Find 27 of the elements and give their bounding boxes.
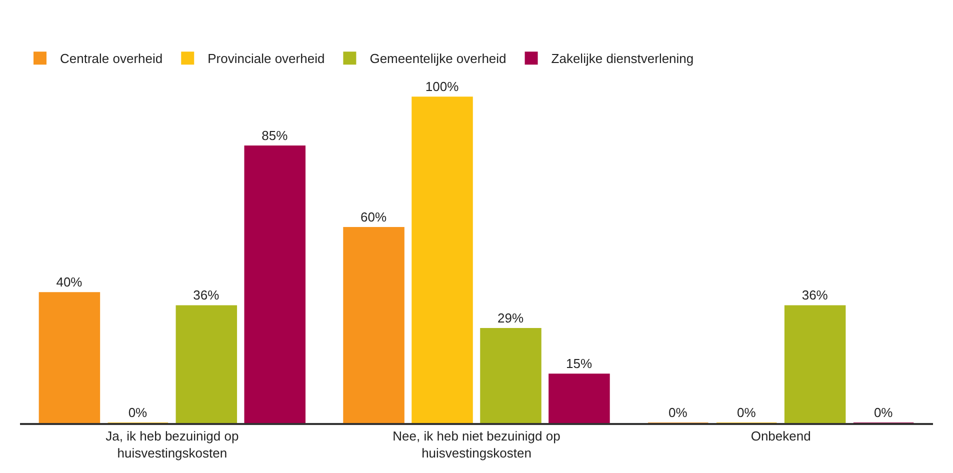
x-tick-label: Nee, ik heb niet bezuinigd op huisvestingskosten: [392, 428, 560, 460]
legend-label: Zakelijke dienstverlening: [551, 51, 694, 66]
bar: [244, 146, 306, 423]
bar: [480, 328, 542, 423]
data-label: 60%: [360, 209, 388, 224]
data-label: 0%: [128, 405, 148, 420]
x-tick-label: Onbekend: [750, 428, 811, 444]
data-label: 15%: [566, 356, 592, 372]
legend-label: Provinciale overheid: [208, 51, 325, 66]
data-label: 100%: [425, 79, 460, 94]
data-label: 85%: [262, 128, 288, 144]
data-label: 29%: [498, 310, 524, 326]
legend-label: Gemeentelijke overheid: [370, 51, 506, 66]
data-label: 40%: [56, 274, 83, 290]
data-label: 36%: [193, 288, 220, 303]
bar: [412, 96, 473, 423]
legend-label: Centrale overheid: [60, 51, 163, 66]
bar: [38, 292, 100, 423]
data-label: 36%: [802, 288, 828, 303]
bar: [176, 305, 238, 423]
bar: [343, 226, 404, 423]
bar: [548, 374, 610, 423]
x-tick-label: Ja, ik heb bezuinigd op huisvestingskosten: [106, 428, 239, 460]
data-label: 0%: [874, 405, 894, 420]
data-label: 0%: [668, 405, 688, 420]
data-label: 0%: [736, 405, 756, 420]
bar: [784, 305, 846, 423]
